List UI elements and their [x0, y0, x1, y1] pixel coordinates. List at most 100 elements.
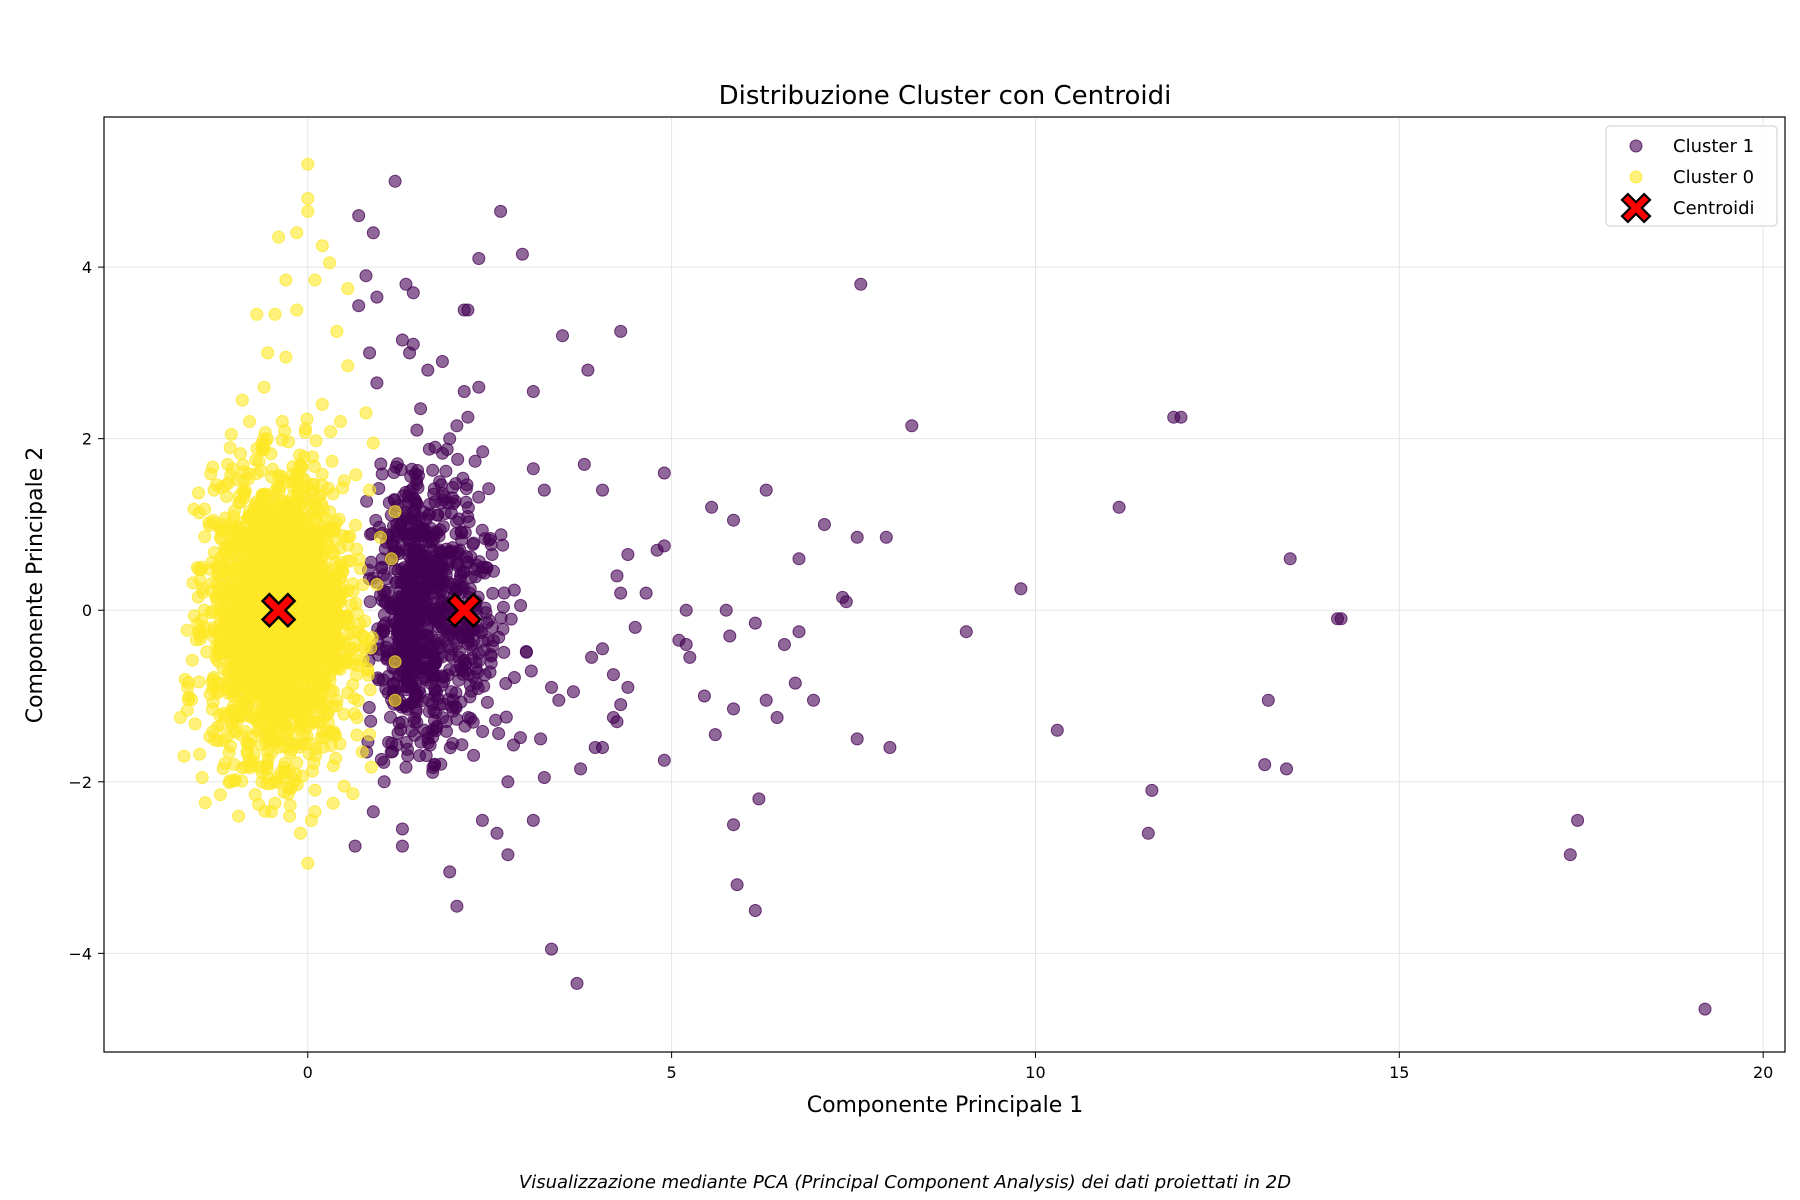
cluster-0-point — [242, 666, 256, 680]
cluster-1-point — [395, 822, 409, 836]
cluster-0-point — [284, 509, 298, 522]
cluster-0-point — [257, 380, 271, 394]
cluster-1-point — [407, 621, 421, 635]
cluster-1-point — [446, 481, 460, 494]
legend-marker — [1620, 192, 1652, 224]
cluster-1-point — [524, 664, 538, 678]
cluster-1-point — [458, 653, 471, 667]
y-axis-ticks: −4 −2 0 2 4 — [68, 258, 104, 963]
cluster-1-point — [408, 517, 422, 531]
cluster-0-point — [223, 441, 237, 455]
cluster-0-point — [355, 745, 369, 759]
cluster-1-point — [621, 680, 635, 694]
cluster-1-point — [468, 454, 482, 468]
cluster-1-point — [418, 610, 432, 624]
cluster-1-point — [472, 490, 486, 504]
cluster-1-point — [475, 523, 489, 537]
cluster-0-point — [223, 774, 237, 788]
cluster-1-point — [460, 550, 473, 564]
cluster-0-point — [330, 567, 344, 581]
cluster-1-point — [614, 586, 628, 600]
cluster-1-point — [494, 204, 508, 218]
cluster-0-point — [243, 415, 256, 428]
cluster-1-point — [657, 466, 671, 480]
cluster-1-point — [1174, 410, 1188, 424]
cluster-0-point — [299, 720, 313, 734]
cluster-1-point — [836, 590, 850, 604]
cluster-0-point — [233, 591, 247, 605]
cluster-0-point — [310, 567, 324, 581]
cluster-1-point — [1014, 582, 1028, 596]
cluster-0-point — [301, 856, 315, 870]
cluster-1-point — [748, 904, 762, 917]
cluster-1-point — [370, 290, 384, 304]
cluster-1-point — [425, 662, 439, 676]
cluster-1-point — [494, 528, 508, 542]
cluster-1-point — [431, 637, 445, 651]
cluster-0-point — [241, 682, 254, 696]
cluster-1-point — [497, 586, 511, 600]
cluster-1-point — [420, 641, 434, 655]
cluster-1-point — [817, 518, 831, 531]
cluster-0-point — [228, 648, 241, 662]
cluster-1-point — [405, 724, 419, 738]
cluster-0-point — [305, 737, 319, 751]
cluster-1-point — [446, 704, 460, 718]
cluster-0-point — [248, 788, 262, 802]
cluster-1-point — [501, 848, 515, 862]
cluster-1-point — [439, 464, 453, 478]
cluster-0-point — [265, 530, 279, 544]
cluster-0-point — [364, 760, 378, 774]
cluster-1-point — [883, 741, 897, 754]
cluster-0-point — [251, 598, 265, 612]
cluster-1-point — [566, 685, 580, 699]
cluster-1-point — [360, 494, 374, 508]
cluster-1-point — [879, 530, 893, 544]
cluster-0-point — [363, 683, 377, 697]
cluster-0-point — [177, 749, 191, 763]
cluster-1-point — [388, 493, 402, 507]
cluster-0-point — [288, 563, 302, 577]
cluster-0-point — [388, 655, 402, 669]
cluster-1-point — [545, 680, 558, 694]
cluster-1-point — [477, 643, 491, 657]
cluster-1-point — [352, 299, 366, 313]
cluster-1-point — [403, 606, 417, 619]
cluster-1-point — [1283, 552, 1297, 566]
cluster-0-point — [334, 581, 347, 595]
cluster-1-point — [570, 976, 584, 990]
cluster-1-point — [596, 642, 609, 656]
cluster-1-point — [392, 632, 406, 646]
cluster-1-point — [440, 442, 454, 456]
cluster-0-point — [294, 826, 307, 840]
cluster-0-point — [286, 489, 300, 503]
cluster-0-point — [292, 607, 305, 621]
cluster-1-point — [526, 462, 540, 476]
cluster-0-point — [260, 762, 274, 776]
cluster-0-point — [192, 625, 206, 639]
cluster-0-point — [286, 524, 300, 538]
cluster-1-point — [730, 878, 744, 892]
cluster-1-point — [1571, 813, 1585, 827]
cluster-0-point — [238, 484, 252, 498]
cluster-1-point — [807, 693, 820, 707]
cluster-0-point — [219, 511, 232, 525]
cluster-0-point — [241, 472, 255, 486]
cluster-1-point — [406, 654, 420, 668]
cluster-1-point — [454, 695, 468, 709]
cluster-1-point — [708, 728, 722, 742]
cluster-1-point — [492, 727, 506, 740]
cluster-1-point — [585, 650, 599, 664]
x-tick-label: 15 — [1389, 1063, 1409, 1082]
cluster-0-point — [324, 425, 338, 439]
cluster-0-point — [249, 453, 263, 467]
cluster-1-point — [384, 601, 397, 615]
cluster-1-point — [366, 805, 380, 819]
cluster-0-point — [341, 359, 355, 373]
cluster-1-point — [552, 693, 566, 707]
cluster-0-point — [279, 350, 293, 364]
cluster-1-point — [850, 732, 864, 746]
cluster-0-point — [290, 778, 304, 792]
cluster-0-point — [197, 603, 211, 617]
cluster-0-point — [266, 547, 280, 561]
